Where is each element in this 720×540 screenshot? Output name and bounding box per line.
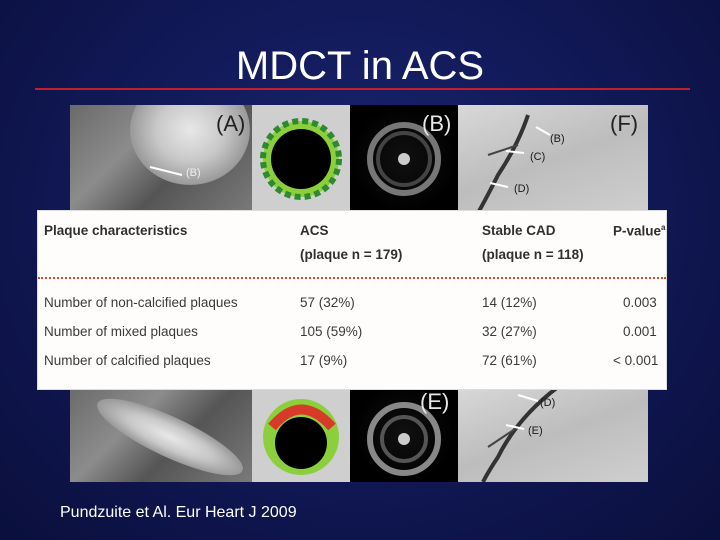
row-label: Number of mixed plaques <box>44 324 198 339</box>
plaque-map-bottom <box>252 387 350 482</box>
ct-image-top: (A) (B) <box>70 105 252 213</box>
ivus-image-bottom: (E) <box>350 387 458 482</box>
header-stable: Stable CAD <box>482 223 556 238</box>
panel-label-e: (E) <box>420 389 450 414</box>
header-acs: ACS <box>300 223 329 238</box>
row-label: Number of calcified plaques <box>44 353 211 368</box>
angio-label-d-bottom: (D) <box>540 397 556 409</box>
title-underline <box>35 88 690 90</box>
header-characteristic: Plaque characteristics <box>44 223 188 238</box>
angiogram-top: (B) (C) (D) (F) <box>458 105 648 213</box>
ct-arrow-label: (B) <box>186 167 201 179</box>
citation: Pundzuite et Al. Eur Heart J 2009 <box>60 504 297 521</box>
angio-label-b: (B) <box>550 133 565 145</box>
angiogram-bottom: (D) (E) <box>458 387 648 482</box>
row-acs: 105 (59%) <box>300 324 363 339</box>
row-stable: 72 (61%) <box>482 353 537 368</box>
row-stable: 32 (27%) <box>482 324 537 339</box>
header-pvalue: P-valuea <box>613 223 666 239</box>
angio-label-e-bottom: (E) <box>528 425 543 437</box>
header-acs-sub: (plaque n = 179) <box>300 247 403 262</box>
angio-label-c: (C) <box>530 151 546 163</box>
row-acs: 17 (9%) <box>300 353 348 368</box>
row-stable: 14 (12%) <box>482 295 537 310</box>
plaque-table: Plaque characteristics ACS (plaque n = 1… <box>37 210 667 390</box>
panel-label-b: (B) <box>422 111 452 136</box>
slide-title: MDCT in ACS <box>235 44 485 88</box>
ct-image-bottom <box>70 387 252 482</box>
angio-label-d: (D) <box>514 183 530 195</box>
panel-label-a: (A) <box>216 111 246 136</box>
row-pvalue: 0.001 <box>623 324 657 339</box>
row-acs: 57 (32%) <box>300 295 355 310</box>
ivus-image-top: (B) <box>350 105 458 213</box>
row-pvalue: < 0.001 <box>613 353 659 368</box>
plaque-map-top <box>252 105 350 213</box>
panel-label-f: (F) <box>610 111 639 136</box>
row-pvalue: 0.003 <box>623 295 657 310</box>
header-stable-sub: (plaque n = 118) <box>482 247 584 262</box>
header-divider <box>38 277 666 279</box>
row-label: Number of non-calcified plaques <box>44 295 238 310</box>
